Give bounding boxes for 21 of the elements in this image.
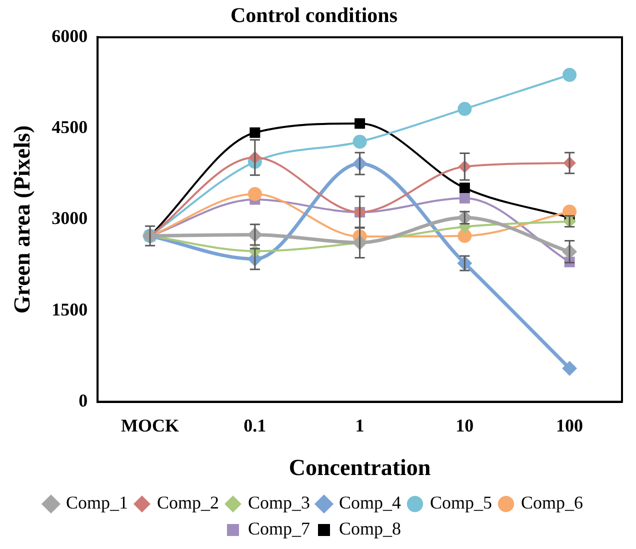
y-tick-label: 3000 (52, 208, 88, 228)
legend-label: Comp_4 (339, 492, 402, 513)
chart-title: Control conditions (230, 3, 398, 28)
x-tick-label: 10 (456, 415, 474, 436)
y-axis-title: Green area (Pixels) (10, 125, 35, 314)
legend-label: Comp_6 (521, 492, 584, 513)
y-tick-label: 0 (78, 390, 88, 410)
legend-label: Comp_2 (156, 492, 219, 513)
y-tick-label: 4500 (52, 117, 88, 138)
x-tick-label: 100 (556, 415, 584, 436)
x-axis-title: Concentration (288, 455, 431, 480)
legend-label: Comp_7 (248, 518, 310, 539)
y-tick-label: 6000 (52, 26, 88, 46)
y-tick-label: 1500 (52, 299, 88, 320)
x-tick-label: MOCK (121, 415, 180, 436)
legend-label: Comp_3 (248, 492, 310, 513)
x-tick-label: 0.1 (244, 415, 266, 436)
x-tick-label: 1 (355, 415, 364, 436)
legend-label: Comp_8 (339, 518, 402, 539)
legend-label: Comp_1 (66, 492, 128, 513)
legend-label: Comp_5 (430, 492, 492, 513)
